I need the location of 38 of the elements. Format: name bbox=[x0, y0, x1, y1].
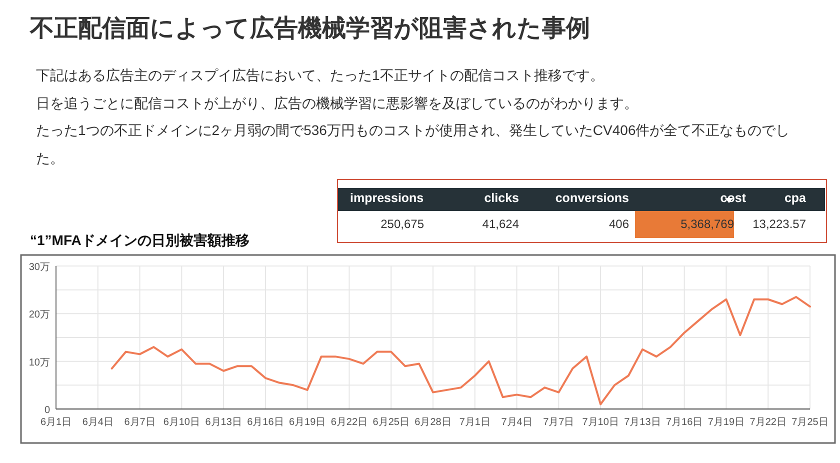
x-tick-label: 6月13日 bbox=[205, 417, 242, 428]
x-tick-label: 6月7日 bbox=[124, 417, 156, 428]
text: 日を追うごとに配信コストが上がり、広告の機械学習に悪影響を及ぼしているのがわかります。 bbox=[36, 94, 639, 112]
x-tick-label: 6月25日 bbox=[372, 417, 410, 428]
text: conversions bbox=[555, 191, 629, 205]
y-tick-label: 10万 bbox=[28, 357, 50, 368]
x-tick-label: 7月7日 bbox=[543, 417, 574, 428]
text: 13,223.57 bbox=[752, 217, 806, 231]
text: 5,368,769 bbox=[680, 217, 734, 231]
y-tick-label: 20万 bbox=[28, 310, 50, 321]
y-tick-label: 0 bbox=[44, 405, 50, 416]
x-tick-label: 7月25日 bbox=[792, 417, 828, 428]
x-tick-label: 6月4日 bbox=[82, 417, 114, 428]
text: 250,675 bbox=[380, 217, 424, 231]
x-tick-label: 6月1日 bbox=[40, 417, 72, 428]
chart-title: “1”MFAドメインの日別被害額推移 bbox=[30, 232, 250, 250]
text: 41,624 bbox=[482, 217, 519, 231]
x-tick-label: 7月22日 bbox=[750, 417, 786, 428]
x-tick-label: 7月1日 bbox=[459, 417, 490, 428]
x-tick-label: 6月28日 bbox=[414, 417, 452, 428]
x-tick-label: 7月13日 bbox=[624, 417, 661, 428]
x-tick-label: 6月22日 bbox=[330, 417, 368, 428]
x-tick-label: 7月16日 bbox=[666, 417, 703, 428]
text: clicks bbox=[484, 191, 519, 205]
text: impressions bbox=[350, 191, 424, 205]
x-tick-label: 6月16日 bbox=[247, 417, 284, 428]
text: 下記はある広告主のディスプイ広告において、たった1不正サイトの配信コスト推移です。 bbox=[36, 66, 605, 85]
x-tick-label: 7月19日 bbox=[708, 417, 745, 428]
text: 406 bbox=[608, 217, 629, 231]
x-tick-label: 7月10日 bbox=[582, 417, 619, 428]
x-tick-label: 6月19日 bbox=[288, 417, 326, 428]
text: cpa bbox=[784, 191, 806, 205]
x-tick-label: 7月4日 bbox=[501, 417, 532, 428]
y-tick-label: 30万 bbox=[28, 262, 50, 273]
x-tick-label: 6月10日 bbox=[163, 417, 200, 428]
text: たった1つの不正ドメインに2ヶ月弱の間で536万円ものコストが使用され、発生していたCV406件が全て不正なものでした。 bbox=[36, 121, 791, 168]
text: 不正配信面によって広告機械学習が阻害された事例 bbox=[30, 14, 590, 44]
line-series bbox=[110, 296, 811, 406]
